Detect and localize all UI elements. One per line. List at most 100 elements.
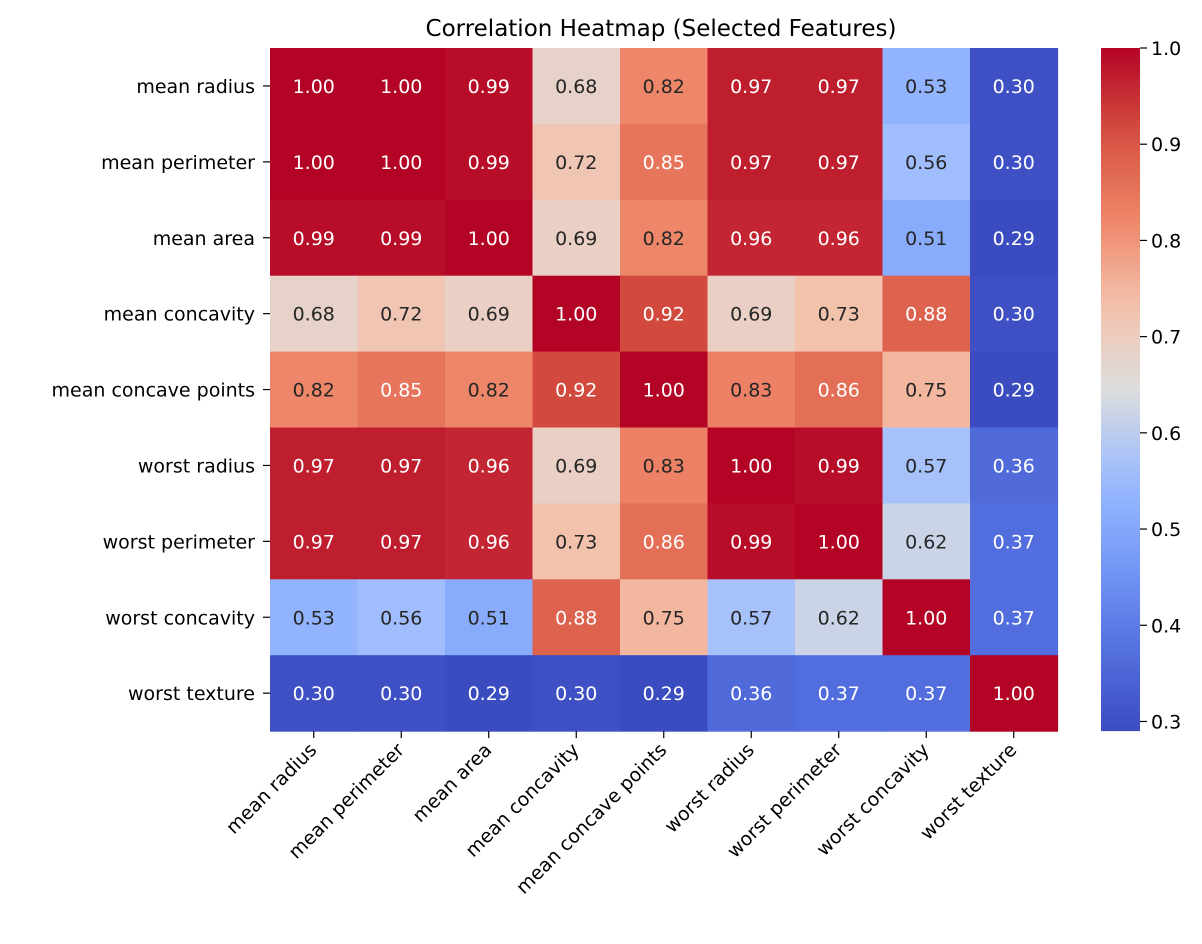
- cell-value-label: 0.75: [643, 607, 685, 629]
- heatmap-cell: [445, 123, 534, 201]
- cell-value-label: 0.82: [468, 380, 510, 402]
- cell-value-label: 0.86: [643, 531, 685, 553]
- cell-value-label: 0.69: [555, 228, 597, 250]
- cell-value-label: 0.29: [993, 380, 1035, 402]
- heatmap-cell: [707, 123, 796, 201]
- cell-value-label: 0.88: [555, 607, 597, 629]
- heatmap-cell: [882, 199, 971, 277]
- heatmap-cell: [707, 427, 796, 504]
- heatmap-cell: [532, 199, 621, 277]
- heatmap-cell: [620, 655, 709, 732]
- heatmap-cell: [357, 655, 446, 732]
- row-label-worst-texture: worst texture: [128, 683, 255, 705]
- heatmap-cell: [620, 351, 709, 429]
- heatmap-cell: [795, 579, 884, 656]
- cell-value-label: 0.37: [905, 683, 947, 705]
- cell-value-label: 1.00: [905, 607, 947, 629]
- heatmap-cell: [532, 275, 621, 353]
- cell-value-label: 0.97: [818, 152, 860, 174]
- heatmap-cell: [882, 123, 971, 201]
- heatmap-cell: [882, 503, 971, 580]
- heatmap-cell: [270, 199, 359, 277]
- heatmap-cell: [357, 427, 446, 504]
- heatmap-cell: [445, 579, 534, 656]
- cell-value-label: 0.30: [555, 683, 597, 705]
- heatmap-cell: [270, 503, 359, 580]
- row-label-worst-concavity: worst concavity: [105, 607, 255, 629]
- heatmap-cell: [970, 655, 1059, 732]
- heatmap-cell: [445, 655, 534, 732]
- cell-value-label: 0.96: [468, 455, 510, 477]
- cell-value-label: 0.97: [380, 455, 422, 477]
- cell-value-label: 1.00: [380, 152, 422, 174]
- cell-value-label: 1.00: [643, 380, 685, 402]
- heatmap-cell: [357, 123, 446, 201]
- cell-value-label: 0.29: [643, 683, 685, 705]
- cell-value-label: 0.37: [818, 683, 860, 705]
- heatmap-cell: [795, 351, 884, 429]
- heatmap-cell: [445, 427, 534, 504]
- row-label-mean-concave-points: mean concave points: [52, 380, 255, 402]
- heatmap-cell: [445, 199, 534, 277]
- cell-value-label: 0.56: [905, 152, 947, 174]
- cell-value-label: 0.99: [468, 76, 510, 98]
- heatmap-cell: [270, 275, 359, 353]
- cell-value-label: 1.00: [555, 304, 597, 326]
- cell-value-label: 0.82: [643, 228, 685, 250]
- cell-value-label: 0.51: [905, 228, 947, 250]
- heatmap-cell: [445, 503, 534, 580]
- cell-value-label: 0.36: [730, 683, 772, 705]
- heatmap-cell: [445, 48, 534, 125]
- cell-value-label: 0.29: [468, 683, 510, 705]
- heatmap-cell: [970, 199, 1059, 277]
- heatmap-cell: [882, 655, 971, 732]
- cell-value-label: 0.57: [730, 607, 772, 629]
- heatmap-cell: [707, 199, 796, 277]
- cell-value-label: 0.97: [293, 455, 335, 477]
- heatmap-cell: [795, 199, 884, 277]
- heatmap-cell: [357, 199, 446, 277]
- cell-value-label: 0.96: [818, 228, 860, 250]
- heatmap-cell: [620, 427, 709, 504]
- cell-value-label: 0.97: [818, 76, 860, 98]
- cell-value-label: 0.53: [293, 607, 335, 629]
- heatmap-cell: [882, 351, 971, 429]
- cell-value-label: 0.97: [730, 152, 772, 174]
- heatmap-cell: [970, 123, 1059, 201]
- colorbar-tick-label: 0.3: [1151, 711, 1181, 733]
- cell-value-label: 0.83: [643, 455, 685, 477]
- colorbar-tick-label: 0.4: [1151, 615, 1181, 637]
- cell-value-label: 0.96: [468, 531, 510, 553]
- row-label-mean-perimeter: mean perimeter: [101, 152, 255, 174]
- cell-value-label: 0.36: [993, 455, 1035, 477]
- cell-value-label: 0.69: [468, 304, 510, 326]
- column-label-mean-area: mean area: [408, 739, 496, 827]
- heatmap-cell: [532, 655, 621, 732]
- cell-value-label: 0.37: [993, 607, 1035, 629]
- cell-value-label: 0.97: [730, 76, 772, 98]
- cell-value-label: 1.00: [730, 455, 772, 477]
- cell-value-label: 0.68: [555, 76, 597, 98]
- heatmap-cell: [620, 579, 709, 656]
- heatmap-cell: [357, 351, 446, 429]
- heatmap-cell: [882, 579, 971, 656]
- cell-value-label: 0.57: [905, 455, 947, 477]
- heatmap-cell: [357, 503, 446, 580]
- heatmap-cell: [532, 579, 621, 656]
- heatmap-cell: [620, 503, 709, 580]
- cell-value-label: 0.99: [818, 455, 860, 477]
- cell-value-label: 0.92: [555, 380, 597, 402]
- colorbar-tick-label: 0.7: [1151, 327, 1181, 349]
- heatmap-cell: [532, 48, 621, 125]
- colorbar-tick-label: 0.6: [1151, 423, 1181, 445]
- heatmap-cell: [270, 427, 359, 504]
- heatmap-cell: [707, 351, 796, 429]
- heatmap-cell: [970, 579, 1059, 656]
- colorbar-tick-label: 0.5: [1151, 519, 1181, 541]
- cell-value-label: 0.85: [380, 380, 422, 402]
- heatmap-cell: [532, 427, 621, 504]
- heatmap-cell: [795, 123, 884, 201]
- heatmap-cell: [270, 579, 359, 656]
- heatmap-cell: [707, 48, 796, 125]
- cell-value-label: 1.00: [468, 228, 510, 250]
